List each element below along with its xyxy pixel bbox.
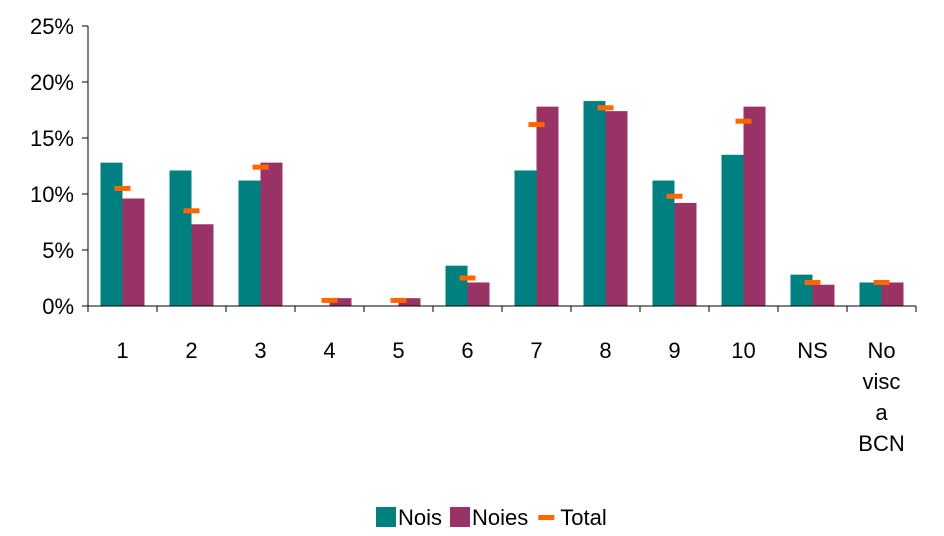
bar-nois-1 [100,162,123,306]
bar-nois-3 [238,180,261,306]
x-tick-label: 3 [254,338,266,363]
x-tick-label-line: 8 [599,338,611,363]
marker-total-11 [804,279,821,285]
bar-noies-6 [467,282,490,306]
bar-noies-3 [260,162,283,306]
legend: Nois Noies Total [376,505,607,530]
bar-nois-10 [721,154,744,306]
x-tick-label-line: a [875,400,888,425]
bar-noies-5 [398,298,421,306]
x-tick-label-line: 2 [185,338,197,363]
bar-noies-8 [605,111,628,307]
x-tick-label: No visc a BCN [858,338,904,456]
x-tick-label: 1 [116,338,128,363]
marker-total-8 [597,105,614,111]
x-tick-label-line: visc [863,369,901,394]
legend-swatch [450,507,471,527]
bar-noies-2 [191,224,214,306]
x-tick-label: 5 [392,338,404,363]
marker-total-3 [252,164,269,170]
x-tick-label-line: 9 [668,338,680,363]
bar-noies-4 [329,298,352,306]
bar-nois-7 [514,170,537,306]
bar-noies-10 [743,106,766,306]
x-tick-label-line: 7 [530,338,542,363]
legend-label: Total [560,505,606,530]
y-tick-label: 20% [30,70,74,95]
bar-noies-7 [536,106,559,306]
x-tick-label: 8 [599,338,611,363]
x-tick-label: 7 [530,338,542,363]
y-tick-label: 25% [30,14,74,39]
y-tick-label: 15% [30,126,74,151]
x-tick-label-line: 4 [323,338,335,363]
marker-total-6 [459,275,476,281]
x-tick-label-line: 5 [392,338,404,363]
x-tick-label-line: 6 [461,338,473,363]
y-tick-label: 0% [42,294,74,319]
x-tick-label: 10 [731,338,755,363]
x-tick-label-line: 10 [731,338,755,363]
x-tick-label-line: No [867,338,895,363]
bar-noies-1 [122,198,145,306]
x-tick-label: 2 [185,338,197,363]
x-tick-label-line: BCN [858,431,904,456]
x-axis: 1 2 3 4 5 6 7 8 9 10 NS No visc a BCN [87,305,917,456]
y-tick-label: 5% [42,238,74,263]
bar-nois-8 [583,101,606,306]
bar-noies-9 [674,202,697,306]
y-tick-label: 10% [30,182,74,207]
bar-nois-11 [790,274,813,306]
marker-total-10 [735,118,752,124]
x-tick-label: NS [797,338,828,363]
bars-layer [100,101,904,307]
bar-noies-11 [812,284,835,306]
marker-total-1 [114,185,131,191]
marker-total-2 [183,208,200,214]
x-tick-label: 4 [323,338,335,363]
legend-label: Noies [472,505,528,530]
bar-nois-2 [169,170,192,306]
x-tick-label-line: NS [797,338,828,363]
bar-nois-12 [859,282,882,306]
legend-swatch [376,507,396,527]
y-axis: 0% 5% 10% 15% 20% 25% [30,14,89,319]
legend-swatch [538,515,555,520]
bar-noies-12 [881,282,904,306]
marker-total-9 [666,193,683,199]
marker-total-7 [528,122,545,128]
marker-total-4 [321,297,338,303]
total-markers-layer [114,105,890,303]
x-tick-label: 9 [668,338,680,363]
x-tick-label: 6 [461,338,473,363]
legend-label: Nois [398,505,442,530]
x-tick-label-line: 1 [116,338,128,363]
marker-total-12 [873,279,890,285]
bar-nois-9 [652,180,675,306]
x-tick-label-line: 3 [254,338,266,363]
bar-nois-6 [445,265,468,306]
marker-total-5 [390,297,407,303]
